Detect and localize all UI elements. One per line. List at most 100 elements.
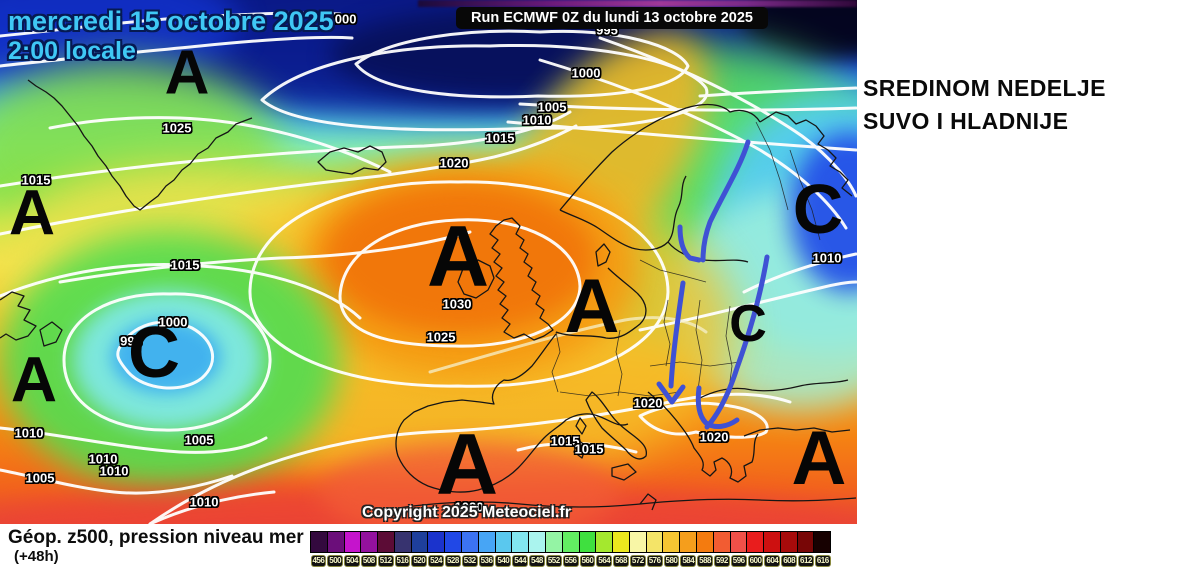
scale-color-segment (713, 532, 731, 552)
isobar-label: 1000 (327, 11, 357, 27)
scale-color-segment (814, 532, 831, 552)
scale-value-chip: 540 (495, 555, 512, 567)
scale-value-chip: 608 (781, 555, 798, 567)
isobar-label: 1010 (812, 250, 842, 266)
pressure-center-A: A (426, 208, 489, 305)
pressure-center-A: A (791, 415, 847, 501)
scale-color-segment (696, 532, 714, 552)
scale-color-segment (747, 532, 765, 552)
scale-value-chip: 500 (327, 555, 344, 567)
scale-value-chip: 544 (512, 555, 529, 567)
scale-color-segment (394, 532, 412, 552)
isobar-label: 1005 (184, 432, 214, 448)
scale-color-segment (596, 532, 614, 552)
isobar-label: 1010 (99, 463, 129, 479)
scale-color-segment (378, 532, 395, 552)
scale-color-segment (495, 532, 513, 552)
isobar-label: 1015 (550, 433, 580, 449)
scale-color-segment (730, 532, 748, 552)
scale-color-segment (613, 532, 630, 552)
scale-value-chip: 584 (680, 555, 697, 567)
scale-value-chip: 568 (613, 555, 629, 567)
scale-color-segment (478, 532, 496, 552)
isobar-label: 1020 (439, 155, 469, 171)
isobar-label: 1005 (537, 99, 567, 115)
scale-color-segment (579, 532, 597, 552)
pressure-center-A: A (164, 38, 210, 108)
isobar-contours (0, 11, 857, 524)
scale-value-chip: 612 (798, 555, 814, 567)
scale-value-chip: 572 (629, 555, 646, 567)
scale-value-chip: 528 (445, 555, 461, 567)
scale-color-segment (780, 532, 798, 552)
isobar-label: 1015 (21, 172, 51, 188)
scale-value-chip: 580 (663, 555, 680, 567)
scale-value-chip: 588 (697, 555, 713, 567)
scale-color-segment (545, 532, 563, 552)
scale-value-chip: 536 (478, 555, 495, 567)
scale-value-chip: 616 (814, 555, 831, 567)
annotation-arrows (656, 139, 770, 430)
scale-value-chip: 592 (714, 555, 730, 567)
scale-color-segment (411, 532, 429, 552)
scale-color-segment (562, 532, 580, 552)
map-overlay (0, 11, 857, 524)
isobar-label: 1015 (170, 257, 200, 273)
scale-value-chip: 548 (529, 555, 545, 567)
map-date: mercredi 15 octobre 2025 2:00 locale (8, 6, 334, 66)
coastlines (0, 79, 857, 511)
scale-value-chip: 456 (310, 555, 327, 567)
polar-band (418, 0, 857, 7)
headline: SREDINOM NEDELJE SUVO I HLADNIJE (857, 0, 1200, 138)
scale-color-segment (797, 532, 815, 552)
isobar-label: 1020 (699, 429, 729, 445)
scale-value-chip: 576 (646, 555, 663, 567)
headline-line2: SUVO I HLADNIJE (863, 108, 1069, 134)
scale-color-segment (646, 532, 664, 552)
headline-line1: SREDINOM NEDELJE (863, 75, 1106, 101)
scale-value-chip: 604 (764, 555, 781, 567)
scale-color-segment (361, 532, 379, 552)
scale-value-chip: 504 (344, 555, 360, 567)
color-scale-values: 456 500 504 508 512 516 520 524 528 532 536 540 544 5… (310, 555, 831, 567)
run-info-box: Run ECMWF 0Z du lundi 13 octobre 2025 (456, 7, 768, 29)
scale-color-segment (344, 532, 362, 552)
run-info-label: Run ECMWF 0Z du lundi 13 octobre 2025 (471, 10, 753, 26)
scale-color-segment (529, 532, 546, 552)
isobar-label: 1025 (162, 120, 192, 136)
pressure-center-A: A (435, 416, 498, 513)
side-panel: SREDINOM NEDELJE SUVO I HLADNIJE (857, 0, 1200, 524)
scale-color-segment (680, 532, 697, 552)
pressure-center-A: A (10, 343, 57, 416)
isobar-label: 1015 (574, 441, 604, 457)
pressure-center-C: C (729, 294, 767, 353)
scale-value-chip: 552 (545, 555, 562, 567)
color-scale-bar (310, 531, 831, 553)
scale-value-chip: 556 (562, 555, 579, 567)
scale-color-segment (445, 532, 463, 552)
isobar-label: 1015 (485, 130, 515, 146)
isobar-label: 1030 (442, 296, 472, 312)
scale-value-chip: 508 (360, 555, 377, 567)
isobar-label: 1010 (522, 112, 552, 128)
scale-value-chip: 520 (411, 555, 428, 567)
scale-color-segment (428, 532, 446, 552)
isobar-label: 1010 (189, 494, 219, 510)
scale-value-chip: 532 (461, 555, 478, 567)
pressure-center-C: C (128, 313, 180, 394)
copyright-text: Copyright 2025 Meteociel.fr (362, 504, 571, 521)
scale-color-segment (462, 532, 479, 552)
scale-value-chip: 512 (377, 555, 394, 567)
lead-time-label: (+48h) (14, 548, 59, 565)
time-line: 2:00 locale (8, 37, 136, 66)
scale-color-segment (311, 532, 328, 552)
legend-bar: Géop. z500, pression niveau mer (+48h) 4… (0, 524, 1200, 569)
scale-color-segment (764, 532, 781, 552)
layer-label: Géop. z500, pression niveau mer (8, 527, 304, 548)
scale-color-segment (663, 532, 681, 552)
pressure-center-C: C (792, 170, 844, 249)
scale-value-chip: 524 (428, 555, 444, 567)
pressure-center-A: A (8, 176, 55, 249)
scale-color-segment (327, 532, 345, 552)
